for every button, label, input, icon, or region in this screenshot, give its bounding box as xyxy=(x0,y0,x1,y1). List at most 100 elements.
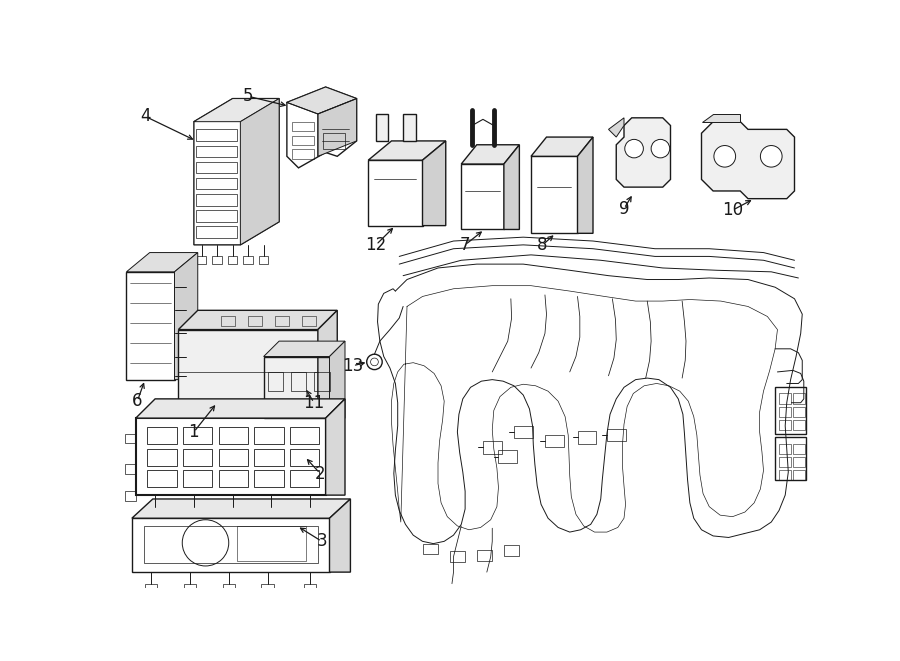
Polygon shape xyxy=(287,87,356,114)
Polygon shape xyxy=(422,141,446,225)
Bar xyxy=(212,256,221,264)
Bar xyxy=(148,471,176,487)
Bar xyxy=(255,471,284,487)
Bar xyxy=(779,457,791,467)
Polygon shape xyxy=(175,253,198,379)
Polygon shape xyxy=(701,114,740,122)
Bar xyxy=(499,450,517,463)
Bar xyxy=(266,507,277,514)
Bar xyxy=(793,457,806,467)
Text: 12: 12 xyxy=(365,236,387,254)
Bar xyxy=(145,584,158,588)
Bar xyxy=(403,114,416,141)
Bar xyxy=(793,470,806,481)
Polygon shape xyxy=(329,499,350,572)
Ellipse shape xyxy=(760,145,782,167)
Bar xyxy=(376,114,389,141)
Bar xyxy=(422,543,438,555)
Bar xyxy=(292,122,314,131)
Bar xyxy=(304,507,316,514)
Bar xyxy=(483,442,501,453)
Bar xyxy=(184,584,196,588)
Bar xyxy=(578,431,596,444)
Bar xyxy=(148,428,176,444)
Bar xyxy=(267,372,283,391)
Text: 7: 7 xyxy=(460,236,471,254)
Polygon shape xyxy=(368,141,446,160)
Text: 11: 11 xyxy=(303,394,325,412)
Polygon shape xyxy=(578,137,593,233)
Bar xyxy=(292,149,314,159)
Polygon shape xyxy=(616,118,670,187)
Text: 6: 6 xyxy=(132,392,142,410)
Bar xyxy=(779,407,791,417)
Bar xyxy=(291,372,306,391)
Bar xyxy=(148,449,176,466)
Bar xyxy=(545,435,563,447)
Text: 4: 4 xyxy=(140,107,150,126)
Bar xyxy=(183,449,212,466)
Text: 10: 10 xyxy=(722,201,743,219)
Polygon shape xyxy=(132,499,350,518)
Bar xyxy=(275,317,289,326)
Bar xyxy=(793,420,806,430)
Bar xyxy=(290,449,320,466)
Text: 1: 1 xyxy=(189,423,199,441)
Ellipse shape xyxy=(651,139,670,158)
Bar xyxy=(222,584,235,588)
Polygon shape xyxy=(136,399,345,418)
Polygon shape xyxy=(240,98,279,245)
Bar xyxy=(450,551,465,562)
Text: 3: 3 xyxy=(317,532,327,551)
Bar xyxy=(793,393,806,405)
Polygon shape xyxy=(329,341,345,418)
Bar xyxy=(183,428,212,444)
Bar xyxy=(323,134,345,149)
Text: 2: 2 xyxy=(315,465,326,483)
Bar xyxy=(779,393,791,405)
Bar xyxy=(197,256,206,264)
Polygon shape xyxy=(326,399,345,495)
Bar xyxy=(188,507,200,514)
Polygon shape xyxy=(461,145,519,164)
Bar xyxy=(255,449,284,466)
Bar xyxy=(477,550,492,561)
Bar xyxy=(504,545,519,556)
Bar xyxy=(779,444,791,454)
Bar xyxy=(125,491,136,500)
Polygon shape xyxy=(264,341,345,356)
Text: 8: 8 xyxy=(537,236,548,254)
Bar xyxy=(304,584,316,588)
Bar xyxy=(779,470,791,481)
Bar xyxy=(255,428,284,444)
Text: 5: 5 xyxy=(243,87,254,105)
Ellipse shape xyxy=(625,139,643,158)
Bar xyxy=(261,584,274,588)
Bar xyxy=(290,471,320,487)
Bar xyxy=(219,428,248,444)
Polygon shape xyxy=(531,137,593,156)
Polygon shape xyxy=(318,98,356,156)
Bar xyxy=(793,444,806,454)
Bar xyxy=(290,428,320,444)
Bar xyxy=(314,372,329,391)
Polygon shape xyxy=(318,310,338,403)
Polygon shape xyxy=(178,330,318,403)
Bar xyxy=(793,407,806,417)
Polygon shape xyxy=(126,253,198,272)
Polygon shape xyxy=(194,98,279,122)
Bar xyxy=(125,434,136,443)
Ellipse shape xyxy=(714,145,735,167)
Bar xyxy=(514,426,533,438)
Text: 9: 9 xyxy=(619,200,629,217)
Bar xyxy=(248,317,262,326)
Bar xyxy=(219,449,248,466)
Polygon shape xyxy=(608,118,624,137)
Polygon shape xyxy=(504,145,519,229)
Bar xyxy=(244,256,253,264)
Bar xyxy=(183,471,212,487)
Text: 13: 13 xyxy=(342,357,364,375)
Bar xyxy=(221,317,235,326)
Bar xyxy=(148,507,161,514)
Bar xyxy=(228,256,238,264)
